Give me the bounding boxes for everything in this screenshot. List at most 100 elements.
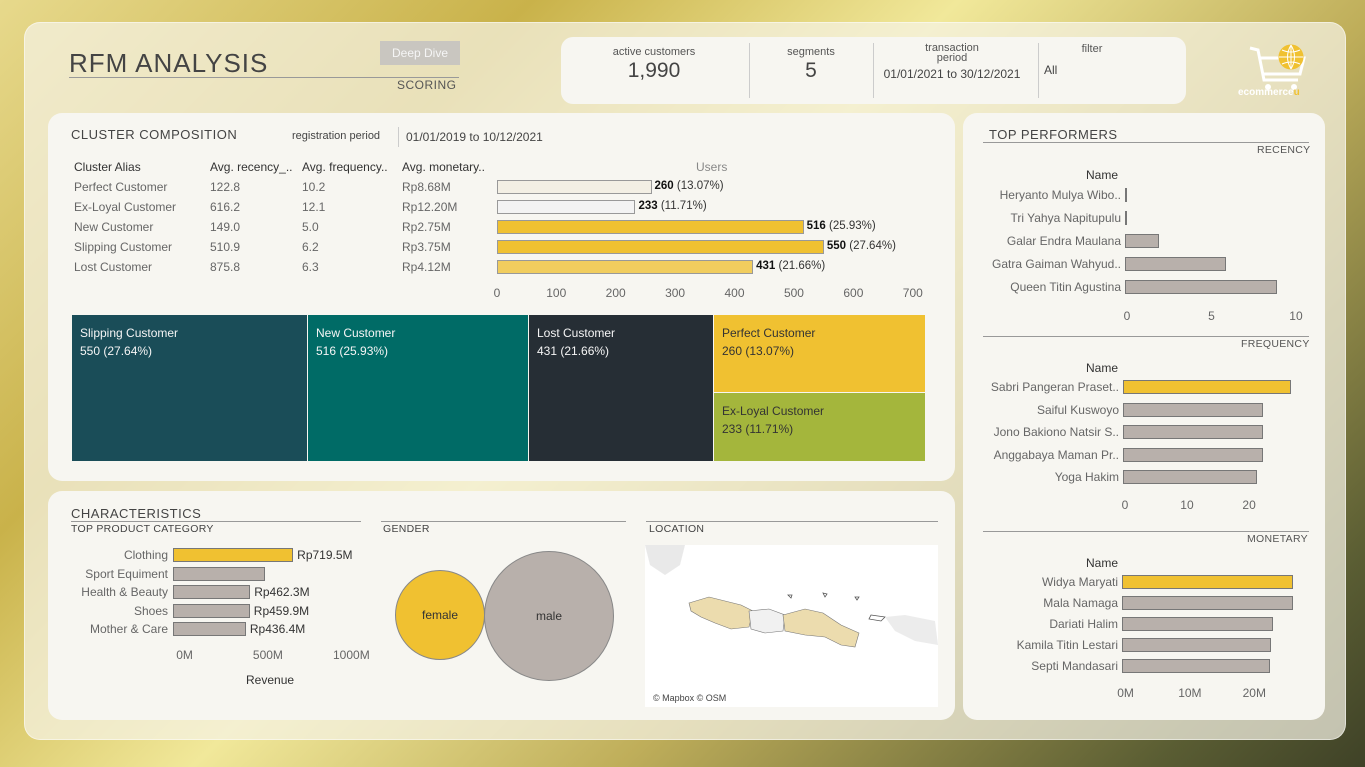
filter-value[interactable]: All xyxy=(1044,63,1058,77)
gender-male-bubble[interactable]: male xyxy=(484,551,614,681)
treemap-value: 550 (27.64%) xyxy=(80,344,153,358)
gender-female-bubble[interactable]: female xyxy=(395,570,485,660)
kpi-transaction-period: transaction period 01/01/2021 to 30/12/2… xyxy=(877,37,1027,104)
frequency-cell: 6.3 xyxy=(302,260,319,274)
cart-logo-icon xyxy=(1249,44,1306,90)
map-land-shape xyxy=(645,545,685,575)
axis-tick: 600 xyxy=(843,286,864,300)
kpi-active-customers: active customers 1,990 xyxy=(589,37,719,104)
category-bar[interactable] xyxy=(173,566,265,581)
recency-performer-bar[interactable] xyxy=(1125,234,1159,248)
treemap-lost[interactable]: Lost Customer 431 (21.66%) xyxy=(529,315,713,461)
cluster-title: CLUSTER COMPOSITION xyxy=(71,127,238,142)
kpi-label: filter xyxy=(1081,43,1103,55)
axis-tick: 0M xyxy=(1117,686,1134,700)
divider xyxy=(983,142,1309,143)
treemap-exloyal[interactable]: Ex-Loyal Customer 233 (11.71%) xyxy=(714,393,925,461)
characteristics-title: CHARACTERISTICS xyxy=(71,506,202,521)
frequency-performer-bar[interactable] xyxy=(1123,447,1263,462)
divider xyxy=(381,521,626,522)
frequency-cell: 5.0 xyxy=(302,220,319,234)
category-name: Health & Beauty xyxy=(81,585,168,599)
frequency-cell: 12.1 xyxy=(302,200,326,214)
users-bar[interactable] xyxy=(497,260,754,274)
frequency-performer-name: Jono Bakiono Natsir S.. xyxy=(993,425,1119,439)
cluster-alias-cell: Lost Customer xyxy=(74,260,153,274)
cluster-alias-cell: Slipping Customer xyxy=(74,240,173,254)
recency-performer-bar[interactable] xyxy=(1125,188,1127,202)
recency-performer-bar[interactable] xyxy=(1125,257,1227,271)
monetary-performer-bar[interactable] xyxy=(1122,575,1293,589)
axis-tick: 10M xyxy=(1178,686,1202,700)
category-value: Rp719.5M xyxy=(297,548,353,562)
axis-tick: 10 xyxy=(1289,309,1303,323)
col-avg-recency[interactable]: Avg. recency_.. xyxy=(210,160,293,174)
gender-male-label: male xyxy=(535,609,562,623)
monetary-cell: Rp8.68M xyxy=(402,180,451,194)
kpi-divider xyxy=(1038,43,1039,98)
monetary-performer-name: Mala Namaga xyxy=(1043,596,1118,610)
category-bar[interactable] xyxy=(173,585,251,599)
deep-dive-button[interactable]: Deep Dive xyxy=(380,41,460,65)
category-name: Clothing xyxy=(123,548,168,562)
axis-tick: 0 xyxy=(1123,309,1131,323)
users-bar-label: 431 (21.66%) xyxy=(756,260,826,272)
axis-tick: 500 xyxy=(783,286,804,300)
treemap-perfect[interactable]: Perfect Customer 260 (13.07%) xyxy=(714,315,925,392)
col-avg-frequency[interactable]: Avg. frequency.. xyxy=(302,160,388,174)
treemap-slipping[interactable]: Slipping Customer 550 (27.64%) xyxy=(72,315,307,461)
page-title: RFM ANALYSIS xyxy=(69,48,269,78)
col-avg-monetary[interactable]: Avg. monetary.. xyxy=(402,160,485,174)
axis-tick: 0 xyxy=(493,286,501,300)
category-bar[interactable] xyxy=(173,622,246,636)
axis-tick: 0M xyxy=(176,648,193,662)
monetary-performer-bar[interactable] xyxy=(1122,659,1271,673)
monetary-cell: Rp4.12M xyxy=(402,260,451,274)
frequency-performer-name: Anggabaya Maman Pr.. xyxy=(993,447,1119,462)
kpi-value: 01/01/2021 to 30/12/2021 xyxy=(883,67,1021,81)
treemap-new[interactable]: New Customer 516 (25.93%) xyxy=(308,315,528,461)
monetary-performer-bar[interactable] xyxy=(1122,617,1274,631)
product-category-title: TOP PRODUCT CATEGORY xyxy=(71,523,214,535)
location-map[interactable]: © Mapbox © OSM xyxy=(645,545,938,707)
monetary-performer-bar[interactable] xyxy=(1122,638,1272,652)
users-bar-label: 516 (25.93%) xyxy=(806,220,876,232)
cluster-alias-cell: New Customer xyxy=(74,220,154,234)
kpi-divider xyxy=(873,43,874,98)
recency-performer-bar[interactable] xyxy=(1125,211,1127,225)
frequency-cell: 10.2 xyxy=(302,180,326,194)
monetary-performer-bar[interactable] xyxy=(1122,596,1293,610)
category-value: Rp462.3M xyxy=(254,585,310,599)
frequency-performer-bar[interactable] xyxy=(1123,380,1291,394)
category-value: Rp436.4M xyxy=(249,622,306,636)
category-name: Sport Equiment xyxy=(85,566,168,581)
users-bar[interactable] xyxy=(497,220,804,234)
frequency-name-header: Name xyxy=(1086,361,1119,375)
col-cluster-alias[interactable]: Cluster Alias xyxy=(74,160,141,174)
monetary-cell: Rp2.75M xyxy=(402,220,451,234)
kpi-filter[interactable]: filter All xyxy=(1044,37,1140,104)
users-bar[interactable] xyxy=(497,200,636,214)
scoring-tab[interactable]: SCORING xyxy=(397,78,457,92)
recency-performer-name: Gatra Gaiman Wahyud.. xyxy=(992,257,1121,271)
registration-value[interactable]: 01/01/2019 to 10/12/2021 xyxy=(406,130,543,144)
map-land-shape xyxy=(885,615,938,645)
users-bar[interactable] xyxy=(497,240,824,254)
kpi-value: 5 xyxy=(805,59,817,82)
recency-performer-name: Heryanto Mulya Wibo.. xyxy=(999,188,1121,202)
frequency-performer-bar[interactable] xyxy=(1123,425,1263,439)
frequency-label: FREQUENCY xyxy=(1241,338,1310,350)
category-bar[interactable] xyxy=(173,603,250,618)
treemap-label: Perfect Customer xyxy=(722,326,816,340)
category-bar[interactable] xyxy=(173,548,294,562)
users-bar[interactable] xyxy=(497,180,652,194)
frequency-performer-bar[interactable] xyxy=(1123,402,1263,417)
category-name: Shoes xyxy=(133,603,168,618)
recency-performer-name: Galar Endra Maulana xyxy=(1006,234,1121,248)
axis-tick: 500M xyxy=(252,648,283,662)
frequency-cell: 6.2 xyxy=(302,240,319,254)
recency-performer-bar[interactable] xyxy=(1125,280,1278,294)
logo-text: ecommerceu xyxy=(1238,87,1300,98)
axis-tick: 100 xyxy=(546,286,567,300)
frequency-performer-bar[interactable] xyxy=(1123,470,1257,484)
